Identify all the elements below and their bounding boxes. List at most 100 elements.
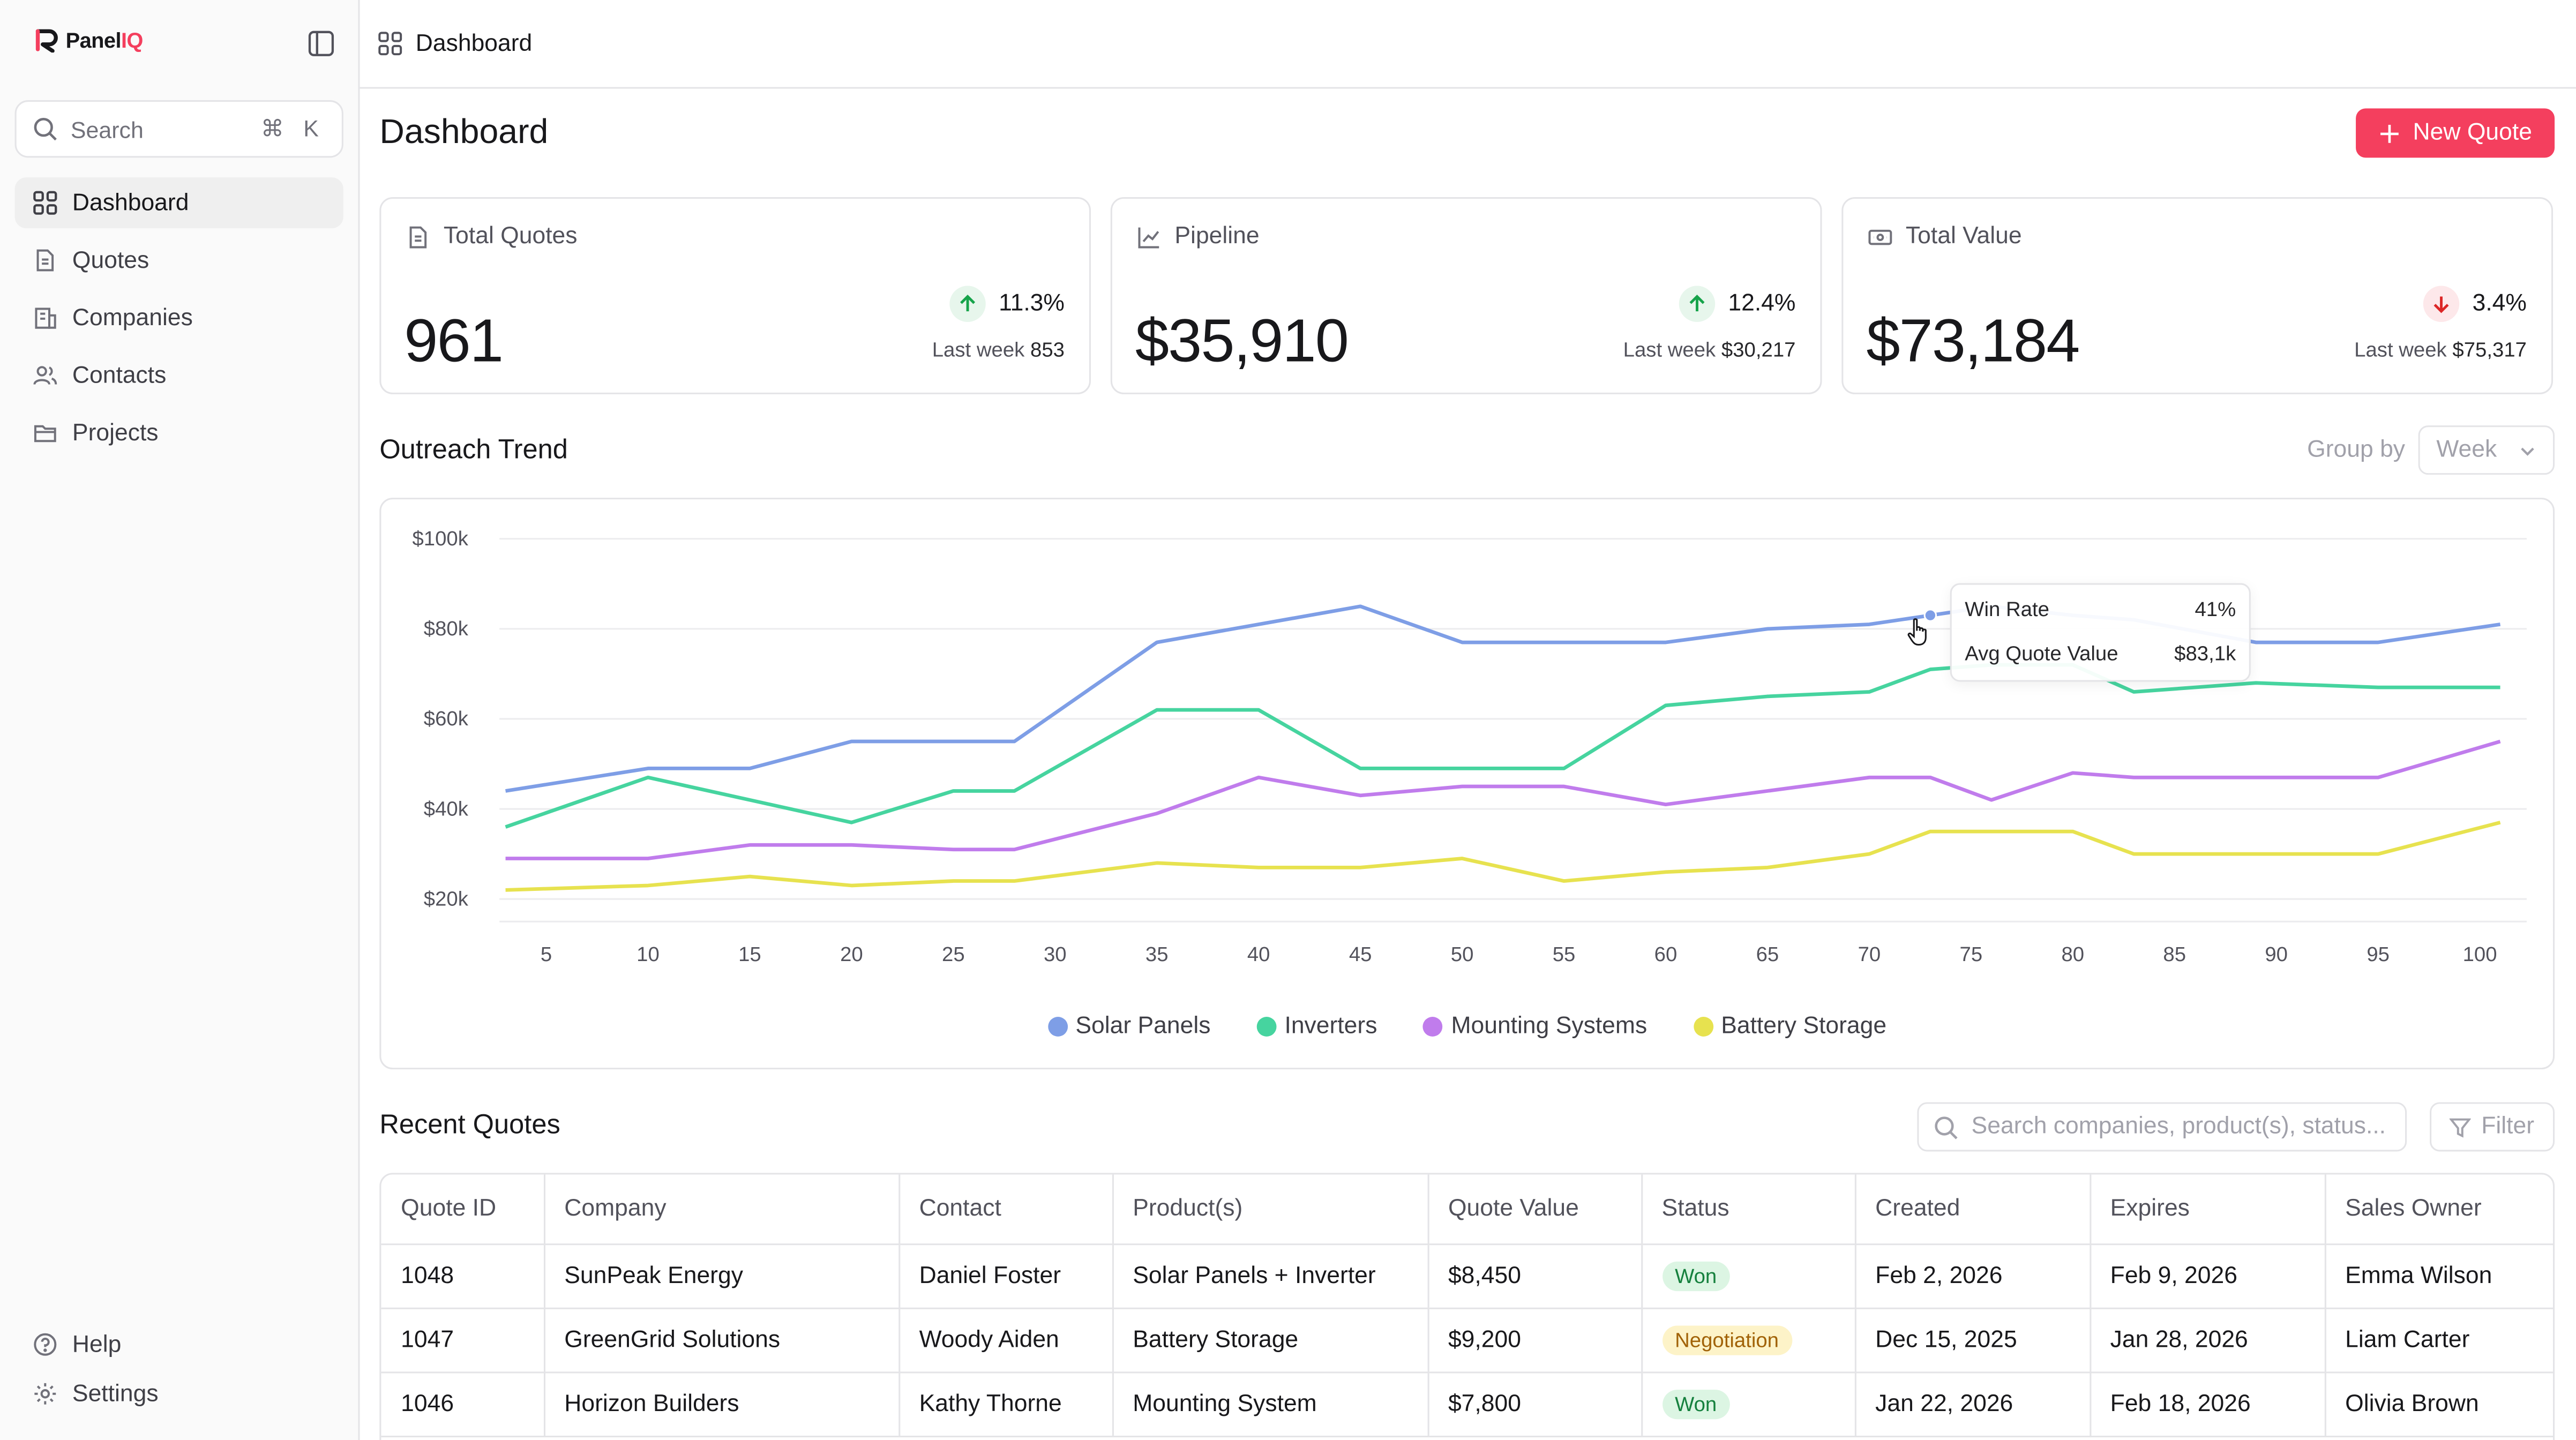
column-header-products[interactable]: Product(s) xyxy=(1112,1174,1429,1244)
x-tick-label: 65 xyxy=(1756,943,1779,966)
banknote-icon xyxy=(1868,229,1892,244)
hover-point xyxy=(1923,609,1937,622)
series-line-mounting-systems xyxy=(505,739,2501,860)
cell-sales-owner: Emma Wilson xyxy=(2324,1243,2553,1309)
x-tick-label: 50 xyxy=(1451,943,1474,966)
sidebar-item-contacts[interactable]: Contacts xyxy=(15,350,343,401)
plus-icon xyxy=(2380,124,2398,142)
kpi-card-total-quotes: Total Quotes 961 11.3% Last week 853 xyxy=(379,197,1091,394)
card-title: Pipeline xyxy=(1174,223,1260,250)
sidebar-item-quotes[interactable]: Quotes xyxy=(15,235,343,286)
y-tick-label: $40k xyxy=(424,797,469,820)
sidebar-item-dashboard[interactable]: Dashboard xyxy=(14,177,343,229)
card-delta-value: 12.4% xyxy=(1728,290,1796,317)
legend-label: Inverters xyxy=(1284,1013,1377,1040)
sidebar-item-label: Contacts xyxy=(72,362,167,389)
users-icon xyxy=(33,366,57,385)
filter-label: Filter xyxy=(2481,1113,2535,1141)
sidebar-item-label: Help xyxy=(72,1331,122,1358)
arrow-up-icon xyxy=(949,286,986,322)
sidebar-item-settings[interactable]: Settings xyxy=(15,1368,343,1419)
x-tick-label: 75 xyxy=(1960,943,1983,966)
cell-quote-value: $9,200 xyxy=(1427,1307,1642,1372)
help-icon xyxy=(34,1333,57,1356)
column-header-quote-id[interactable]: Quote ID xyxy=(381,1174,545,1244)
quotes-search-input[interactable]: Search companies, product(s), status... xyxy=(1917,1102,2407,1152)
trend-title: Outreach Trend xyxy=(379,435,568,465)
column-header-sales-owner[interactable]: Sales Owner xyxy=(2324,1174,2553,1244)
sidebar-search[interactable]: Search ⌘ K xyxy=(14,100,343,158)
cell-status: Negotiation xyxy=(1641,1307,1856,1372)
tooltip-row: Win Rate 41% xyxy=(1965,598,2236,642)
cursor-hand-icon xyxy=(1907,618,1927,646)
column-header-contact[interactable]: Contact xyxy=(898,1174,1113,1244)
sidebar-item-label: Projects xyxy=(72,419,159,446)
cell-products: Mounting System xyxy=(1112,1371,1429,1437)
group-by-label: Group by xyxy=(2307,437,2406,463)
tooltip-value: $83,1k xyxy=(2174,642,2236,665)
column-header-status[interactable]: Status xyxy=(1641,1174,1856,1244)
x-tick-label: 10 xyxy=(636,943,660,966)
status-badge: Negotiation xyxy=(1661,1324,1792,1355)
cell-created: Dec 15, 2025 xyxy=(1854,1307,2091,1372)
cell-sales-owner: Liam Carter xyxy=(2324,1307,2553,1372)
column-header-company[interactable]: Company xyxy=(543,1174,900,1244)
x-tick-label: 80 xyxy=(2061,943,2084,966)
cell-status: Won xyxy=(1641,1371,1856,1437)
column-header-expires[interactable]: Expires xyxy=(2090,1174,2326,1244)
last-week-value: 853 xyxy=(1030,338,1065,362)
y-tick-label: $80k xyxy=(424,617,469,640)
card-last-week: Last week 853 xyxy=(932,339,1065,362)
card-value: $35,910 xyxy=(1135,307,1349,375)
cell-contact: Woody Aiden xyxy=(898,1307,1113,1372)
last-week-value: $30,217 xyxy=(1721,338,1796,362)
x-tick-label: 5 xyxy=(541,943,552,966)
legend-item-mounting-systems[interactable]: Mounting Systems xyxy=(1423,1014,1647,1040)
logo-accent: IQ xyxy=(121,28,143,53)
legend-item-solar-panels[interactable]: Solar Panels xyxy=(1047,1014,1210,1040)
cell-expires: Feb 9, 2026 xyxy=(2090,1243,2326,1309)
card-delta-value: 11.3% xyxy=(999,290,1065,317)
table-row[interactable]: 1047 GreenGrid Solutions Woody Aiden Bat… xyxy=(381,1307,2553,1372)
y-tick-label: $100k xyxy=(413,527,469,550)
x-tick-label: 25 xyxy=(942,943,965,966)
x-tick-label: 55 xyxy=(1553,943,1576,966)
legend-item-battery-storage[interactable]: Battery Storage xyxy=(1693,1014,1886,1040)
x-tick-label: 100 xyxy=(2463,943,2497,966)
table-row[interactable]: 1046 Horizon Builders Kathy Thorne Mount… xyxy=(381,1371,2553,1437)
sidebar-item-label: Dashboard xyxy=(72,190,189,216)
sidebar-item-help[interactable]: Help xyxy=(15,1319,343,1370)
column-header-created[interactable]: Created xyxy=(1854,1174,2091,1244)
legend-item-inverters[interactable]: Inverters xyxy=(1256,1014,1377,1040)
card-value: 961 xyxy=(404,307,504,375)
card-delta: 3.4% xyxy=(2423,286,2527,322)
sidebar-item-companies[interactable]: Companies xyxy=(15,292,343,343)
table-row[interactable]: 1048 SunPeak Energy Daniel Foster Solar … xyxy=(381,1243,2553,1309)
cell-contact: Daniel Foster xyxy=(898,1243,1113,1309)
cell-quote-id: 1046 xyxy=(381,1371,545,1437)
sidebar-item-label: Settings xyxy=(72,1381,159,1407)
cell-company: GreenGrid Solutions xyxy=(543,1307,900,1372)
logo-main: Panel xyxy=(65,28,122,53)
new-quote-label: New Quote xyxy=(2413,119,2532,146)
new-quote-button[interactable]: New Quote xyxy=(2356,108,2555,158)
card-header: Total Quotes xyxy=(406,223,578,250)
group-by-control: Group by Week xyxy=(2307,425,2555,475)
kpi-card-total-value: Total Value $73,184 3.4% Last week $75,3… xyxy=(1841,197,2553,394)
group-by-select[interactable]: Week xyxy=(2418,425,2555,475)
sidebar-toggle-button[interactable] xyxy=(307,29,335,65)
breadcrumb: Dashboard xyxy=(360,0,2576,89)
page-title: Dashboard xyxy=(379,113,549,152)
column-header-quote-value[interactable]: Quote Value xyxy=(1427,1174,1642,1244)
last-week-label: Last week xyxy=(1623,338,1716,362)
card-delta-value: 3.4% xyxy=(2472,290,2527,317)
legend-label: Solar Panels xyxy=(1075,1013,1211,1040)
filter-button[interactable]: Filter xyxy=(2430,1102,2555,1152)
main-content: Dashboard Dashboard New Quote Total Quot… xyxy=(360,0,2576,1440)
sidebar-item-projects[interactable]: Projects xyxy=(15,407,343,458)
logo[interactable]: PanelIQ xyxy=(33,28,143,53)
y-tick-label: $60k xyxy=(424,707,469,730)
kpi-cards: Total Quotes 961 11.3% Last week 853 Pip… xyxy=(379,197,2555,394)
breadcrumb-current[interactable]: Dashboard xyxy=(415,30,533,57)
